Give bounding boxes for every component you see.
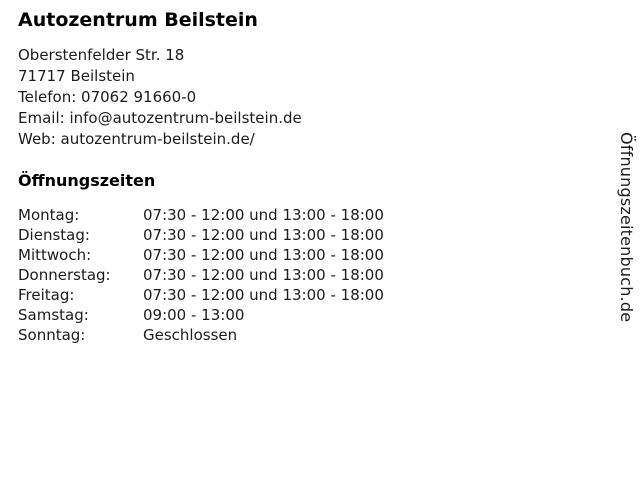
street-address: Oberstenfelder Str. 18 xyxy=(18,46,185,64)
city-address: 71717 Beilstein xyxy=(18,67,135,85)
table-row: Freitag: 07:30 - 12:00 und 13:00 - 18:00 xyxy=(18,285,578,305)
email-text: Email: info@autozentrum-beilstein.de xyxy=(18,109,302,127)
day-label: Freitag: xyxy=(18,286,75,304)
contact-block: Oberstenfelder Str. 18 71717 Beilstein T… xyxy=(18,45,578,150)
page-title: Autozentrum Beilstein xyxy=(18,9,258,31)
table-row: Mittwoch: 07:30 - 12:00 und 13:00 - 18:0… xyxy=(18,245,578,265)
day-label: Samstag: xyxy=(18,306,89,324)
day-label: Mittwoch: xyxy=(18,246,92,264)
phone-text: Telefon: 07062 91660-0 xyxy=(18,88,197,106)
time-value: 09:00 - 13:00 xyxy=(143,306,245,324)
hours-heading: Öffnungszeiten xyxy=(18,171,156,190)
table-row: Dienstag: 07:30 - 12:00 und 13:00 - 18:0… xyxy=(18,225,578,245)
web-text: Web: autozentrum-beilstein.de/ xyxy=(18,130,255,148)
watermark-vertical-text: Öffnungszeitenbuch.de xyxy=(617,132,636,323)
time-value: 07:30 - 12:00 und 13:00 - 18:00 xyxy=(143,206,384,224)
day-label: Montag: xyxy=(18,206,80,224)
time-value: 07:30 - 12:00 und 13:00 - 18:00 xyxy=(143,246,384,264)
time-value: Geschlossen xyxy=(143,326,238,344)
day-label: Dienstag: xyxy=(18,226,90,244)
time-value: 07:30 - 12:00 und 13:00 - 18:00 xyxy=(143,226,384,244)
day-label: Sonntag: xyxy=(18,326,86,344)
table-row: Samstag: 09:00 - 13:00 xyxy=(18,305,578,325)
table-row: Montag: 07:30 - 12:00 und 13:00 - 18:00 xyxy=(18,205,578,225)
business-info-page: Autozentrum Beilstein Oberstenfelder Str… xyxy=(18,9,578,345)
time-value: 07:30 - 12:00 und 13:00 - 18:00 xyxy=(143,266,384,284)
time-value: 07:30 - 12:00 und 13:00 - 18:00 xyxy=(143,286,384,304)
table-row: Sonntag: Geschlossen xyxy=(18,325,578,345)
day-label: Donnerstag: xyxy=(18,266,111,284)
table-row: Donnerstag: 07:30 - 12:00 und 13:00 - 18… xyxy=(18,265,578,285)
hours-table: Montag: 07:30 - 12:00 und 13:00 - 18:00 … xyxy=(18,205,578,345)
